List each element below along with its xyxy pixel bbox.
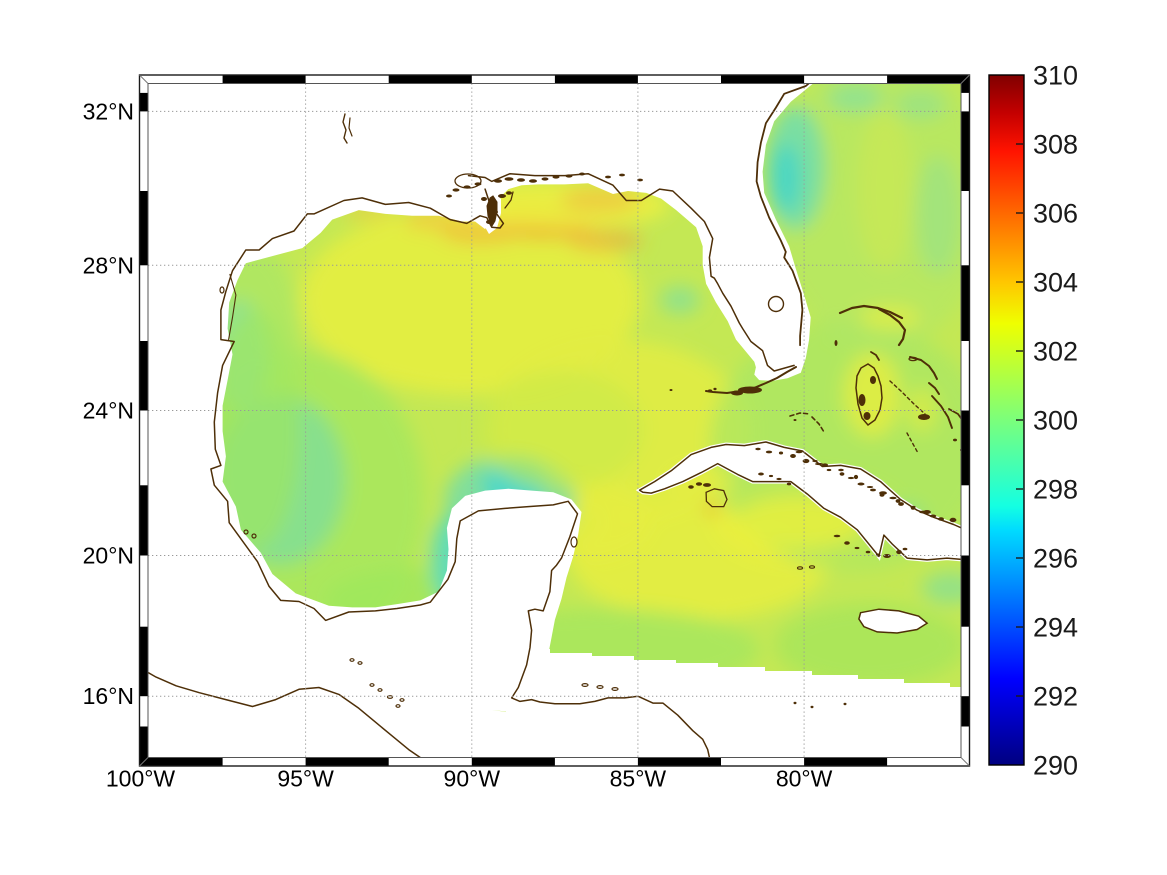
svg-text:308: 308	[1033, 130, 1078, 160]
svg-text:100°W: 100°W	[106, 766, 176, 792]
svg-text:302: 302	[1033, 337, 1078, 367]
svg-text:310: 310	[1033, 61, 1078, 91]
svg-text:95°W: 95°W	[277, 766, 334, 792]
svg-text:306: 306	[1033, 199, 1078, 229]
svg-text:80°W: 80°W	[776, 766, 833, 792]
svg-text:20°N: 20°N	[83, 543, 134, 569]
svg-text:300: 300	[1033, 406, 1078, 436]
svg-text:290: 290	[1033, 751, 1078, 781]
svg-text:304: 304	[1033, 268, 1078, 298]
svg-text:90°W: 90°W	[444, 766, 501, 792]
svg-text:28°N: 28°N	[83, 252, 134, 278]
svg-text:85°W: 85°W	[610, 766, 667, 792]
svg-text:292: 292	[1033, 682, 1078, 712]
svg-text:298: 298	[1033, 475, 1078, 505]
svg-text:294: 294	[1033, 613, 1078, 643]
svg-text:32°N: 32°N	[83, 98, 134, 124]
svg-text:24°N: 24°N	[83, 398, 134, 424]
svg-text:16°N: 16°N	[83, 683, 134, 709]
svg-text:296: 296	[1033, 544, 1078, 574]
